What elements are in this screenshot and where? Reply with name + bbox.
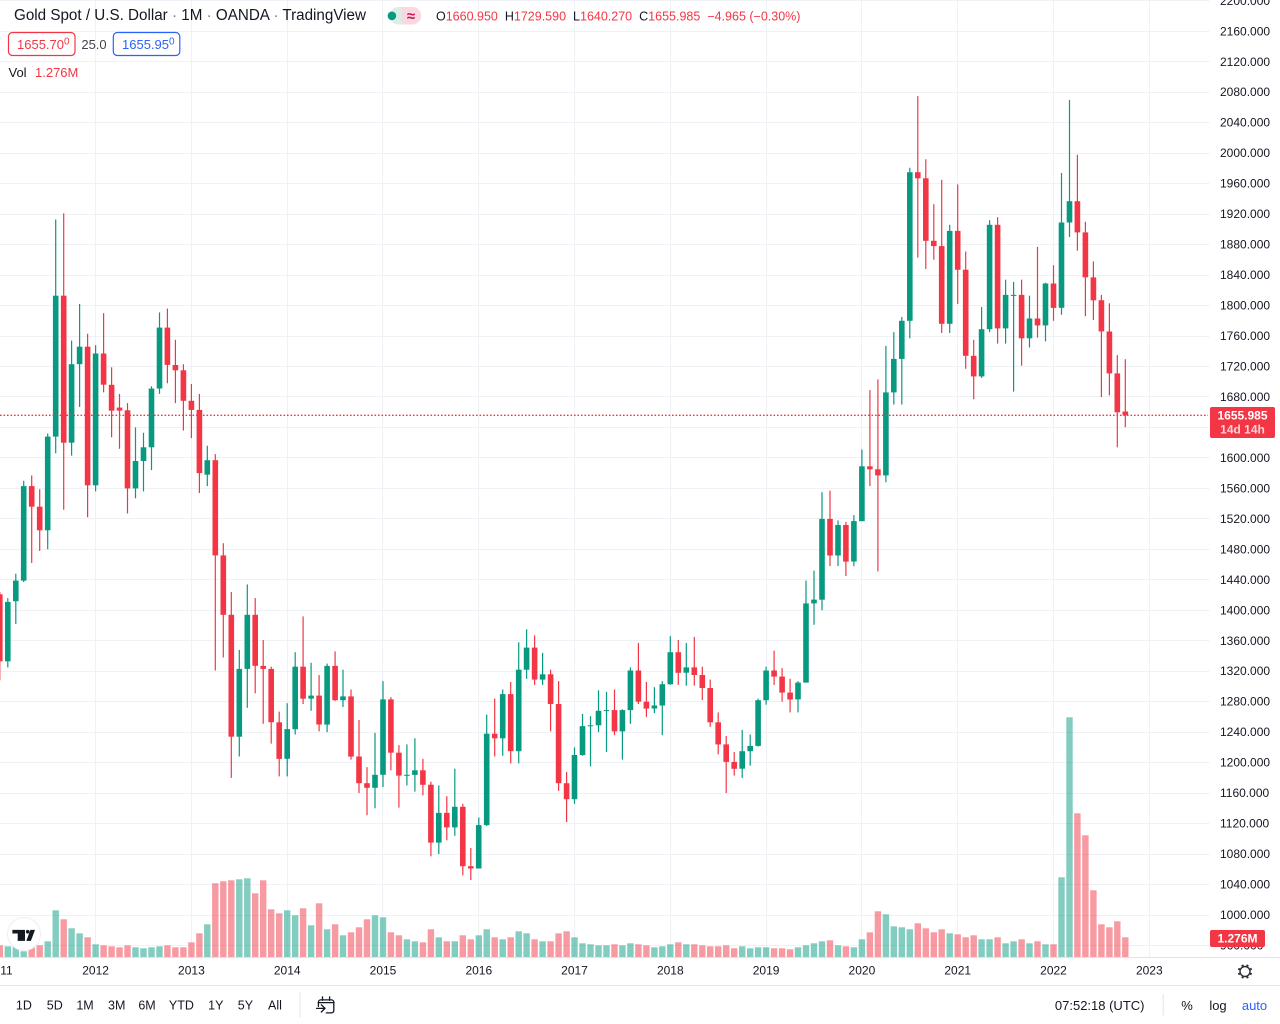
svg-text:07:52:18 (UTC): 07:52:18 (UTC)	[1055, 998, 1145, 1013]
svg-text:YTD: YTD	[169, 999, 194, 1013]
svg-text:1655.950: 1655.950	[122, 36, 175, 52]
svg-text:1440.000: 1440.000	[1220, 573, 1270, 587]
svg-text:2020: 2020	[849, 964, 876, 978]
svg-text:2011: 2011	[0, 964, 13, 978]
svg-text:2018: 2018	[657, 964, 684, 978]
svg-text:2015: 2015	[370, 964, 397, 978]
svg-text:2160.000: 2160.000	[1220, 24, 1270, 38]
svg-text:2012: 2012	[82, 964, 109, 978]
svg-text:1680.000: 1680.000	[1220, 390, 1270, 404]
svg-text:1320.000: 1320.000	[1220, 664, 1270, 678]
svg-text:≈: ≈	[407, 8, 415, 25]
svg-text:1280.000: 1280.000	[1220, 695, 1270, 709]
svg-text:1.276M: 1.276M	[35, 65, 78, 80]
svg-text:1040.000: 1040.000	[1220, 878, 1270, 892]
svg-text:2016: 2016	[465, 964, 492, 978]
svg-text:1800.000: 1800.000	[1220, 299, 1270, 313]
svg-text:5D: 5D	[47, 999, 63, 1013]
svg-text:5Y: 5Y	[238, 999, 254, 1013]
svg-text:1480.000: 1480.000	[1220, 542, 1270, 556]
svg-text:1000.000: 1000.000	[1220, 908, 1270, 922]
svg-text:1560.000: 1560.000	[1220, 481, 1270, 495]
svg-text:1655.700: 1655.700	[17, 36, 70, 52]
svg-text:1160.000: 1160.000	[1220, 786, 1269, 800]
svg-text:%: %	[1181, 998, 1193, 1013]
svg-text:1120.000: 1120.000	[1220, 817, 1269, 831]
svg-text:14d 14h: 14d 14h	[1220, 423, 1265, 437]
svg-text:1200.000: 1200.000	[1220, 756, 1270, 770]
svg-text:2000.000: 2000.000	[1220, 146, 1270, 160]
svg-text:2021: 2021	[944, 964, 971, 978]
svg-text:1D: 1D	[16, 999, 32, 1013]
svg-text:1240.000: 1240.000	[1220, 725, 1270, 739]
svg-text:1Y: 1Y	[208, 999, 224, 1013]
svg-text:2040.000: 2040.000	[1220, 116, 1270, 130]
svg-text:1400.000: 1400.000	[1220, 603, 1270, 617]
svg-text:Gold Spot / U.S. Dollar · 1M ·: Gold Spot / U.S. Dollar · 1M · OANDA · T…	[14, 7, 367, 24]
svg-text:1920.000: 1920.000	[1220, 207, 1270, 221]
svg-text:2120.000: 2120.000	[1220, 55, 1270, 69]
svg-text:1360.000: 1360.000	[1220, 634, 1270, 648]
svg-text:1520.000: 1520.000	[1220, 512, 1270, 526]
svg-text:1760.000: 1760.000	[1220, 329, 1270, 343]
svg-text:6M: 6M	[138, 999, 155, 1013]
svg-text:25.0: 25.0	[81, 37, 106, 52]
svg-text:1M: 1M	[76, 999, 93, 1013]
svg-text:All: All	[268, 999, 282, 1013]
svg-text:2013: 2013	[178, 964, 205, 978]
svg-text:2022: 2022	[1040, 964, 1067, 978]
svg-text:1720.000: 1720.000	[1220, 360, 1270, 374]
svg-text:2023: 2023	[1136, 964, 1163, 978]
svg-text:1080.000: 1080.000	[1220, 847, 1270, 861]
svg-text:1655.985: 1655.985	[1217, 409, 1267, 423]
svg-text:2017: 2017	[561, 964, 588, 978]
svg-text:1880.000: 1880.000	[1220, 238, 1270, 252]
svg-text:1840.000: 1840.000	[1220, 268, 1270, 282]
svg-text:1960.000: 1960.000	[1220, 177, 1270, 191]
svg-text:log: log	[1209, 998, 1226, 1013]
svg-text:2080.000: 2080.000	[1220, 85, 1270, 99]
svg-text:3M: 3M	[108, 999, 125, 1013]
svg-text:2019: 2019	[753, 964, 780, 978]
svg-text:1.276M: 1.276M	[1217, 932, 1257, 946]
svg-text:2014: 2014	[274, 964, 301, 978]
svg-text:2200.000: 2200.000	[1220, 0, 1270, 8]
svg-text:1600.000: 1600.000	[1220, 451, 1270, 465]
svg-text:auto: auto	[1242, 998, 1267, 1013]
svg-text:Vol: Vol	[9, 65, 27, 80]
